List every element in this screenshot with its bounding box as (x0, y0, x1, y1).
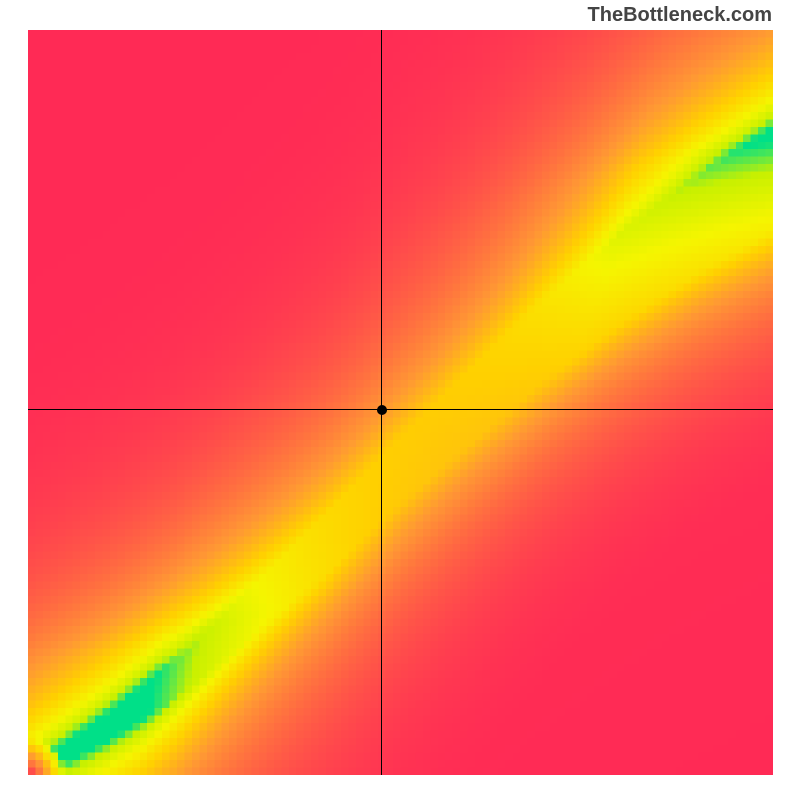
root: TheBottleneck.com (0, 0, 800, 800)
heatmap-canvas (28, 30, 773, 775)
heatmap-chart (28, 30, 773, 775)
site-watermark: TheBottleneck.com (588, 0, 772, 30)
